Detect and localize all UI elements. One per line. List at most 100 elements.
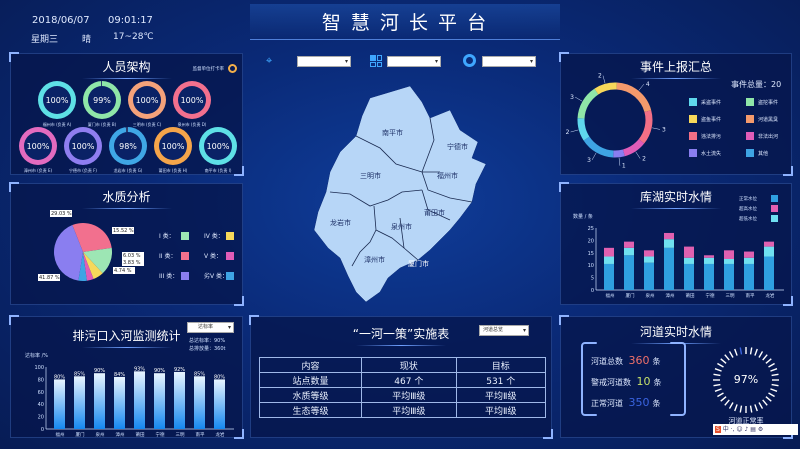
staff-ring[interactable]: 100%	[64, 127, 102, 165]
bar-segment[interactable]	[604, 247, 614, 257]
bar-segment[interactable]	[744, 251, 754, 258]
x-tick-label: 莆田	[136, 431, 145, 438]
staff-ring[interactable]: 98%	[109, 127, 147, 165]
bar-segment[interactable]	[644, 250, 654, 257]
events-panel: 事件上报汇总 事件总量：20 4 3 2 1 3 2 3 2 采盗事件 盗挖事件 盗鱼事件 河道黑臭违…	[559, 52, 793, 176]
bar-segment[interactable]	[724, 263, 734, 290]
pie-label: 4.74 %	[114, 268, 132, 274]
header-cell: 目标	[455, 357, 546, 373]
cell: 平均Ⅲ级	[361, 387, 457, 403]
ring-segment[interactable]	[638, 110, 653, 144]
staff-ring[interactable]: 99%	[83, 81, 121, 119]
staff-ring[interactable]: 100%	[199, 127, 237, 165]
status-select[interactable]	[482, 56, 536, 67]
ring-segment[interactable]	[583, 136, 614, 158]
leader-line	[570, 129, 579, 133]
category-select[interactable]	[387, 56, 441, 67]
pie-slice[interactable]	[54, 225, 83, 281]
events-total: 事件总量：20	[731, 80, 782, 89]
map-label[interactable]: 泉州市	[391, 223, 412, 231]
ime-toolbar[interactable]: S 中 ·, ☺ ♪ ▤ ⚙	[713, 424, 798, 435]
bar-segment[interactable]	[624, 241, 634, 248]
pie-slice[interactable]	[83, 252, 94, 281]
map-label[interactable]: 南平市	[382, 129, 403, 137]
bar[interactable]	[114, 376, 125, 429]
staff-ring[interactable]: 100%	[154, 127, 192, 165]
bar[interactable]	[134, 371, 145, 429]
staff-pct: 100%	[133, 86, 161, 114]
bar-segment[interactable]	[764, 241, 774, 247]
staff-ring[interactable]: 100%	[19, 127, 57, 165]
river-stat-unit: 条	[652, 399, 661, 408]
bar[interactable]	[54, 379, 65, 429]
pie-slice[interactable]	[83, 247, 112, 274]
gauge-tick	[734, 404, 738, 412]
bar-segment[interactable]	[724, 259, 734, 264]
ring-segment[interactable]	[594, 82, 617, 95]
map-label[interactable]: 漳州市	[364, 256, 385, 264]
map-label[interactable]: 莆田市	[424, 209, 445, 217]
ring-segment[interactable]	[577, 88, 599, 119]
ring-segment[interactable]	[613, 149, 625, 158]
ring-segment[interactable]	[622, 138, 645, 157]
bar-segment[interactable]	[644, 256, 654, 263]
events-title: 事件上报汇总	[561, 58, 791, 79]
bar[interactable]	[174, 371, 185, 429]
bar-segment[interactable]	[624, 247, 634, 256]
y-tick-label: 100	[34, 365, 44, 371]
bar-segment[interactable]	[764, 256, 774, 290]
leader-line	[638, 84, 645, 91]
bar-segment[interactable]	[764, 246, 774, 257]
ring-segment[interactable]	[577, 118, 590, 141]
bar[interactable]	[154, 373, 165, 429]
legend-swatch	[746, 115, 754, 123]
staff-ring[interactable]: 100%	[173, 81, 211, 119]
pie-slice[interactable]	[72, 223, 112, 252]
bar-segment[interactable]	[684, 246, 694, 258]
bar-segment[interactable]	[684, 263, 694, 290]
bar-segment[interactable]	[664, 247, 674, 290]
map-label[interactable]: 宁德市	[447, 143, 468, 151]
bar[interactable]	[194, 376, 205, 429]
bar[interactable]	[74, 376, 85, 429]
ring-segment[interactable]	[616, 82, 652, 113]
legend-swatch	[771, 215, 778, 222]
legend-label: 盗挖事件	[758, 99, 778, 106]
bar-segment[interactable]	[704, 263, 714, 290]
bar-segment[interactable]	[704, 257, 714, 264]
bar-segment[interactable]	[644, 262, 654, 290]
bar-segment[interactable]	[744, 257, 754, 264]
discharge-panel: 排污口入河监测统计 达标率 总达标率：90% 总排放量：360t 达标率 /% 0…	[9, 315, 244, 439]
y-tick-label: 80	[38, 377, 44, 383]
bar-segment[interactable]	[724, 250, 734, 259]
staff-ring[interactable]: 100%	[38, 81, 76, 119]
bar-segment[interactable]	[704, 255, 714, 258]
bar-segment[interactable]	[604, 263, 614, 290]
map-label[interactable]: 龙岩市	[330, 219, 351, 227]
policy-select[interactable]: 河道总览	[479, 325, 529, 336]
staff-label: 南平市 (负责 I)	[204, 168, 232, 173]
bar[interactable]	[94, 373, 105, 429]
bar-segment[interactable]	[664, 232, 674, 240]
discharge-select[interactable]: 达标率	[187, 322, 234, 333]
staff-ring[interactable]: 100%	[128, 81, 166, 119]
river-stat-value: 10	[636, 375, 651, 388]
bar-value-label: 84%	[114, 372, 125, 378]
bar-segment[interactable]	[624, 255, 634, 290]
gauge-tick	[713, 373, 721, 377]
pie-slice[interactable]	[83, 252, 103, 280]
bar-segment[interactable]	[684, 257, 694, 264]
reservoir-title: 库湖实时水情	[561, 188, 791, 209]
river-stat-unit: 条	[653, 378, 662, 387]
pie-slice[interactable]	[78, 252, 87, 281]
bar-segment[interactable]	[744, 263, 754, 290]
bar[interactable]	[214, 379, 225, 429]
map-label[interactable]: 厦门市	[408, 260, 429, 268]
region-select[interactable]	[297, 56, 351, 67]
fujian-map[interactable]	[300, 80, 510, 310]
gauge-tick	[717, 362, 724, 368]
bar-segment[interactable]	[664, 239, 674, 248]
map-label[interactable]: 三明市	[360, 172, 381, 180]
map-label[interactable]: 福州市	[437, 172, 458, 180]
bar-segment[interactable]	[604, 256, 614, 264]
